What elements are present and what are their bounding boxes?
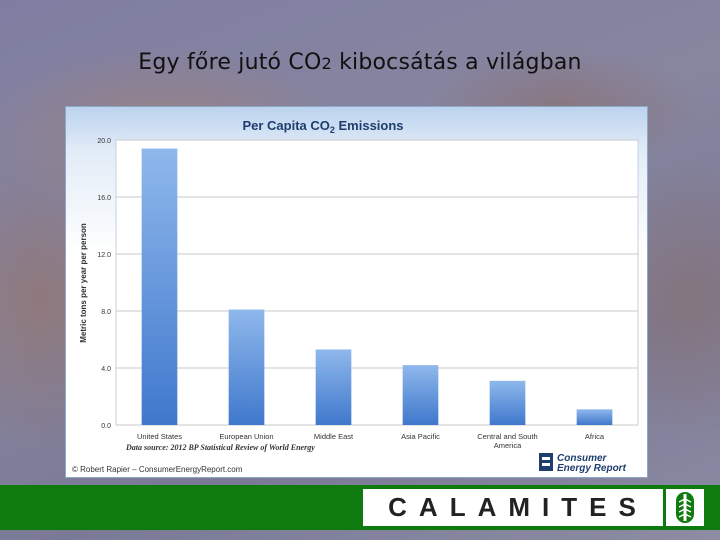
- plot-area: [115, 139, 639, 426]
- bar: [228, 309, 265, 425]
- data-source-note: Data source: 2012 BP Statistical Review …: [125, 443, 315, 452]
- brand-logo: [666, 489, 704, 526]
- x-tick-label: Central and South: [477, 432, 537, 441]
- consumer-energy-report-logo: Consumer Energy Report: [539, 453, 627, 474]
- slide-title-rest: kibocsátás a világban: [331, 50, 582, 75]
- x-tick-label: Middle East: [314, 432, 354, 441]
- x-tick-label: Africa: [585, 432, 605, 441]
- y-tick-label: 20.0: [97, 138, 111, 145]
- x-tick-label: America: [494, 441, 522, 450]
- x-tick-label: Asia Pacific: [401, 432, 440, 441]
- slide-title-main: Egy főre jutó CO: [138, 50, 322, 75]
- logo-mark-icon: [539, 453, 553, 471]
- logo-line-1: Consumer: [557, 453, 608, 464]
- bar-chart: Per Capita CO2 Emissions 0.0 4.0 8.0 12.0 16…: [72, 118, 639, 474]
- x-tick-label: European Union: [219, 432, 273, 441]
- calamites-plant-icon: [676, 492, 694, 523]
- copyright-credit: © Robert Rapier – ConsumerEnergyReport.c…: [72, 465, 243, 474]
- slide-title-subscript: 2: [321, 54, 332, 73]
- y-tick-label: 12.0: [97, 252, 111, 259]
- x-tick-label: United States: [137, 432, 182, 441]
- slide-title: Egy főre jutó CO2 kibocsátás a világban: [0, 50, 720, 75]
- brand-wordmark: CALAMITES: [388, 492, 648, 522]
- bar: [141, 148, 178, 426]
- y-tick-label: 0.0: [101, 423, 111, 430]
- y-tick-label: 16.0: [97, 195, 111, 202]
- brand-wordmark-box: [363, 489, 663, 526]
- bar: [402, 365, 439, 425]
- y-tick-label: 4.0: [101, 366, 111, 373]
- logo-line-2: Energy Report: [557, 463, 627, 474]
- bar: [576, 409, 613, 425]
- bar: [315, 349, 352, 425]
- bar: [489, 380, 526, 425]
- chart-panel: Per Capita CO2 Emissions 0.0 4.0 8.0 12.0 16…: [65, 106, 648, 478]
- y-axis-label: Metric tons per year per person: [79, 223, 88, 343]
- chart-title: Per Capita CO2 Emissions: [242, 118, 403, 135]
- y-tick-label: 8.0: [101, 309, 111, 316]
